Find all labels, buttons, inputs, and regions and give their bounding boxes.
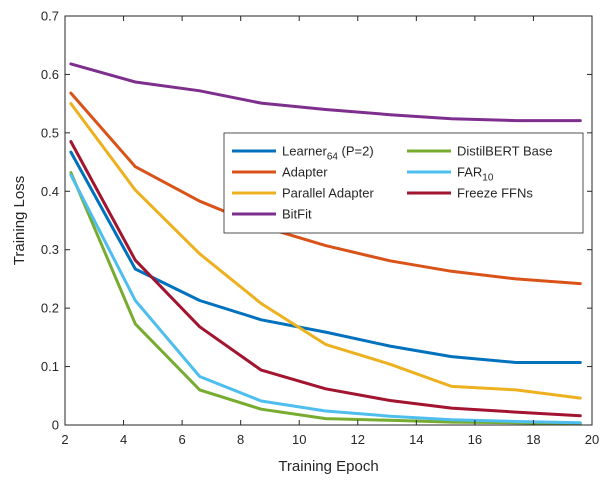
legend-label-0: Learner64 (P=2) [282, 144, 374, 163]
legend-label-3: FAR10 [457, 165, 494, 184]
y-tick-label: 0.2 [41, 301, 59, 316]
x-tick-label: 6 [178, 432, 185, 447]
y-tick-label: 0.1 [41, 359, 59, 374]
legend-label-1: DistilBERT Base [457, 144, 553, 159]
series-layer [69, 62, 582, 426]
y-tick-label: 0 [52, 418, 59, 433]
legend-box [223, 132, 584, 234]
x-tick-label: 20 [585, 432, 599, 447]
y-tick-label: 0.4 [41, 184, 59, 199]
y-tick-label: 0.3 [41, 242, 59, 257]
series-line-0 [69, 150, 582, 364]
y-tick-label: 0.5 [41, 125, 59, 140]
x-tick-label: 10 [292, 432, 306, 447]
series-line-4 [69, 102, 582, 400]
y-axis-label: Training Loss [11, 176, 28, 266]
x-tick-label: 12 [351, 432, 365, 447]
series-line-6 [69, 62, 582, 123]
legend-items: Learner64 (P=2) DistilBERT Base Adapter FAR… [232, 144, 553, 222]
legend: Learner64 (P=2) DistilBERT Base Adapter FAR… [223, 132, 584, 234]
y-tick-label: 0.6 [41, 67, 59, 82]
x-tick-label: 8 [237, 432, 244, 447]
legend-label-6: BitFit [282, 207, 312, 222]
legend-label-4: Parallel Adapter [282, 186, 374, 201]
series-line-3 [69, 173, 582, 425]
plot-area-frame [64, 15, 593, 426]
x-tick-label: 16 [468, 432, 482, 447]
x-tick-label: 2 [61, 432, 68, 447]
legend-label-5: Freeze FFNs [457, 186, 533, 201]
legend-label-2: Adapter [282, 165, 328, 180]
series-line-1 [69, 171, 582, 426]
x-tick-label: 14 [409, 432, 423, 447]
series-line-5 [69, 140, 582, 418]
x-tick-label: 4 [120, 432, 127, 447]
y-tick-label: 0.7 [41, 9, 59, 24]
x-axis-label: Training Epoch [278, 458, 378, 475]
ticks-layer: 2 4 6 8 10 12 14 16 18 20 0 0.1 0.2 0.3 0.4 0.5 0.6 0.7 [41, 9, 599, 448]
x-tick-label: 18 [526, 432, 540, 447]
series-line-2 [69, 91, 582, 286]
